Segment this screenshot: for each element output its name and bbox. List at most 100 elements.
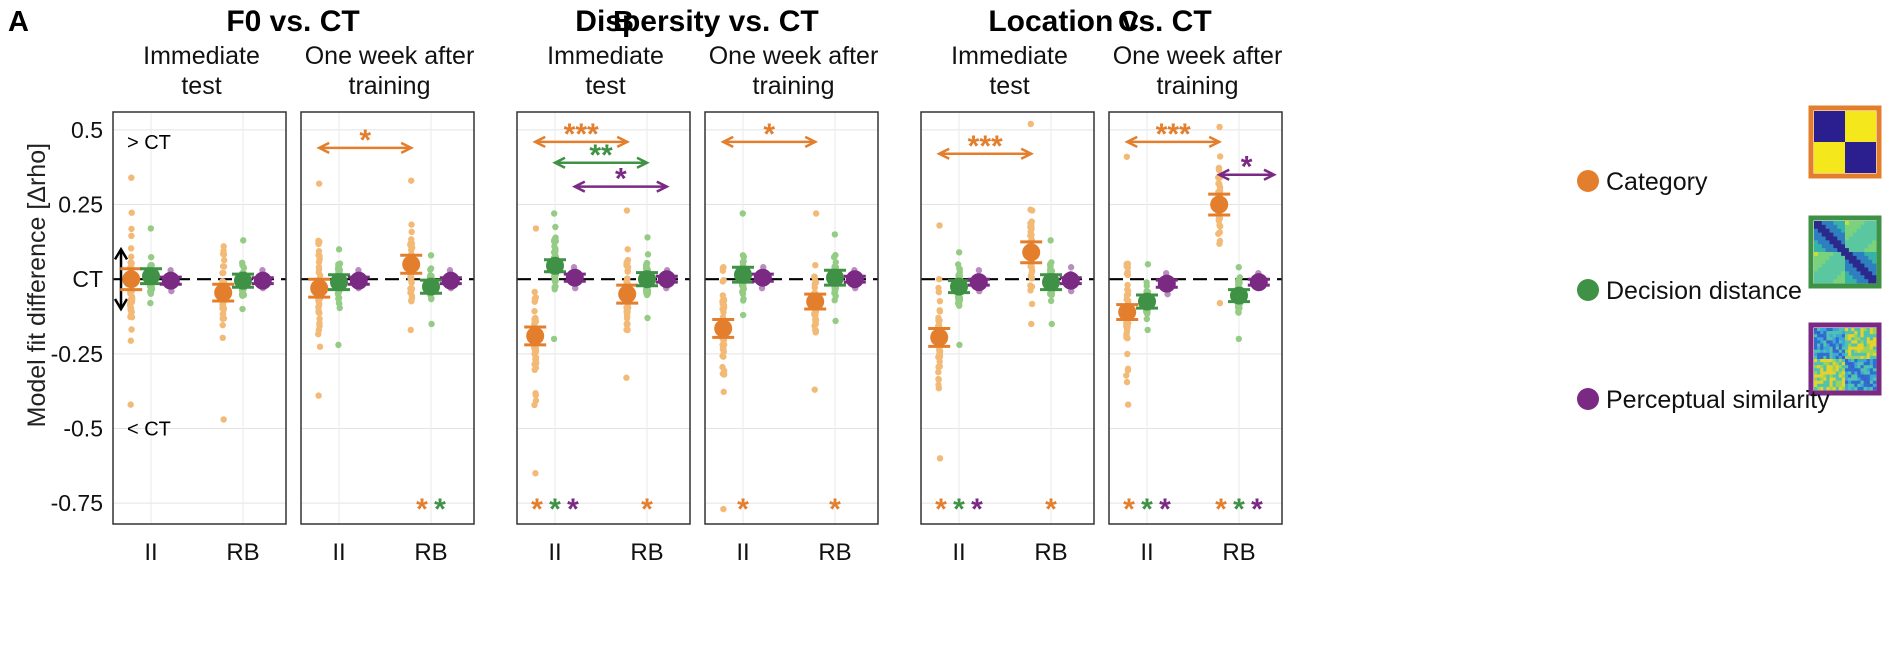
matrix-cell: [1814, 142, 1845, 173]
matrix-cell: [1817, 221, 1823, 226]
x-tick-label: RB: [414, 539, 447, 566]
data-point: [127, 245, 135, 252]
data-point: [719, 264, 727, 272]
matrix-cell: [1832, 362, 1837, 366]
subplot-title: test: [181, 72, 221, 100]
matrix-cell: [1814, 343, 1818, 347]
matrix-cell: [1845, 240, 1850, 245]
matrix-cell: [1814, 328, 1818, 332]
mean-marker: [845, 270, 864, 289]
matrix-cell: [1872, 355, 1877, 360]
bracket-arrow-right-icon: [1020, 147, 1034, 160]
data-point: [315, 180, 323, 187]
matrix-cell: [1866, 365, 1871, 369]
matrix-cell: [1852, 267, 1858, 272]
bracket-arrow-left-icon: [1124, 135, 1138, 148]
significance-label: *: [615, 163, 627, 196]
matrix-cell: [1857, 362, 1861, 366]
matrix-cell: [1838, 343, 1843, 347]
bracket-arrow-left-icon: [552, 156, 566, 169]
matrix-cell: [1832, 355, 1837, 360]
matrix-cell: [1825, 259, 1830, 265]
matrix-cell: [1857, 368, 1861, 372]
below-ct-annotation: < CT: [127, 418, 171, 440]
matrix-cell: [1835, 349, 1840, 354]
matrix-cell: [1856, 240, 1861, 245]
matrix-cell: [1860, 374, 1864, 378]
data-point: [1047, 237, 1054, 244]
matrix-cell: [1835, 362, 1840, 366]
matrix-cell: [1814, 355, 1818, 360]
matrix-cell: [1838, 328, 1843, 332]
matrix-cell: [1833, 279, 1838, 284]
matrix-cell: [1856, 224, 1861, 230]
bottom-significance-star: *: [971, 493, 983, 526]
bottom-significance-star: *: [549, 493, 561, 526]
matrix-cell: [1829, 334, 1833, 338]
matrix-cell: [1872, 386, 1877, 391]
matrix-cell: [1854, 328, 1858, 332]
matrix-cell: [1872, 236, 1877, 241]
matrix-cell: [1841, 252, 1846, 257]
matrix-cell: [1817, 346, 1821, 351]
bottom-significance-star: *: [434, 493, 446, 526]
matrix-cell: [1826, 355, 1830, 360]
matrix-cell: [1826, 368, 1830, 372]
data-point: [315, 304, 322, 311]
matrix-cell: [1833, 263, 1838, 268]
matrix-cell: [1864, 224, 1869, 230]
bracket-arrow-right-icon: [1208, 135, 1222, 148]
data-point: [334, 265, 342, 272]
perceptual-similarity-matrix-icon: [1808, 322, 1882, 396]
data-point: [316, 320, 323, 327]
matrix-cell: [1814, 337, 1818, 341]
x-tick-label: RB: [226, 539, 259, 566]
legend: Category Decision distance Perceptual simi…: [1577, 105, 1882, 414]
matrix-cell: [1852, 259, 1858, 265]
data-point: [127, 305, 134, 313]
matrix-cell: [1860, 279, 1865, 284]
matrix-cell: [1868, 232, 1873, 237]
bottom-significance-star: *: [737, 493, 749, 526]
matrix-cell: [1837, 263, 1842, 268]
matrix-cell: [1841, 371, 1846, 375]
data-point: [1124, 367, 1132, 374]
mean-marker: [422, 277, 440, 296]
matrix-cell: [1872, 340, 1877, 344]
significance-label: **: [589, 139, 613, 172]
data-point: [720, 388, 727, 396]
matrix-cell: [1817, 359, 1821, 363]
data-point: [624, 326, 631, 334]
matrix-cell: [1863, 328, 1868, 332]
matrix-cell: [1864, 248, 1869, 253]
matrix-cell: [1817, 380, 1821, 385]
matrix-cell: [1860, 377, 1864, 382]
data-point: [832, 251, 839, 259]
matrix-cell: [1856, 244, 1861, 249]
matrix-cell: [1854, 352, 1858, 357]
data-point: [644, 314, 651, 322]
matrix-cell: [1829, 236, 1834, 241]
matrix-cell: [1856, 232, 1861, 237]
matrix-cell: [1845, 255, 1850, 261]
data-point: [128, 209, 135, 216]
matrix-cell: [1837, 252, 1842, 257]
matrix-cell: [1848, 224, 1854, 230]
matrix-cell: [1817, 259, 1823, 265]
matrix-cell: [1851, 349, 1855, 354]
data-point: [315, 240, 322, 247]
data-point: [1123, 292, 1131, 299]
matrix-cell: [1814, 359, 1818, 363]
data-point: [812, 318, 819, 325]
matrix-cell: [1866, 340, 1871, 344]
matrix-cell: [1829, 340, 1833, 344]
matrix-cell: [1851, 352, 1855, 357]
matrix-cell: [1848, 334, 1852, 338]
matrix-cell: [1863, 359, 1868, 363]
subplot-title: training: [753, 72, 835, 100]
matrix-cell: [1823, 343, 1827, 347]
x-tick-label: II: [144, 539, 157, 566]
bracket-arrow-right-icon: [636, 156, 650, 169]
